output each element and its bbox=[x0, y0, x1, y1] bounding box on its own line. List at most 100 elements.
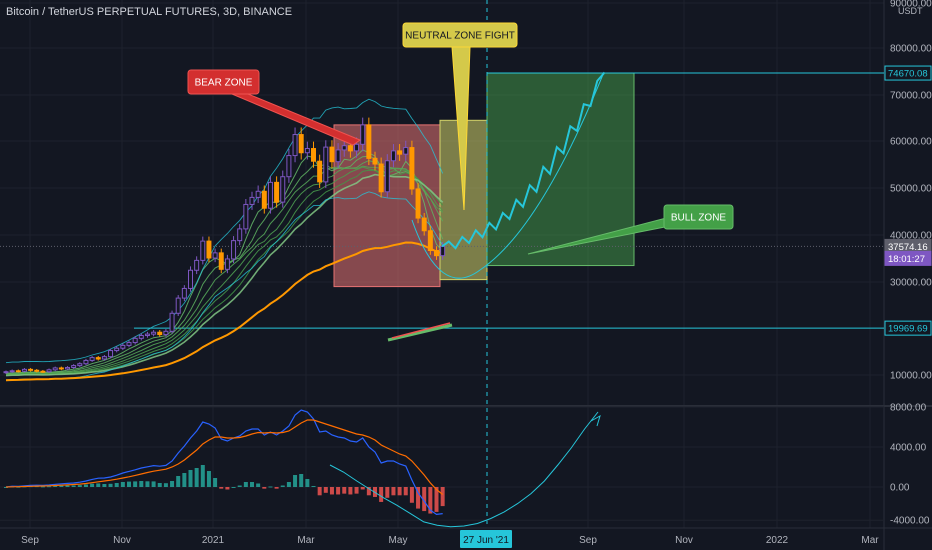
histogram-bar bbox=[336, 487, 341, 495]
histogram-bar bbox=[268, 486, 273, 488]
candle bbox=[317, 160, 323, 183]
price-tag-label: 18:01:27 bbox=[888, 254, 925, 265]
histogram-bar bbox=[206, 471, 211, 487]
histogram-bar bbox=[416, 487, 421, 509]
time-cursor-tag bbox=[460, 530, 512, 548]
candle bbox=[15, 370, 21, 373]
histogram-bar bbox=[237, 485, 242, 487]
histogram-bar bbox=[293, 475, 298, 487]
price-tag-label: 19969.69 bbox=[888, 324, 928, 335]
time-tick-label: 2022 bbox=[766, 535, 789, 546]
time-cursor-label: 27 Jun '21 bbox=[463, 535, 509, 546]
time-tick-label: Sep bbox=[21, 535, 39, 546]
histogram-bar bbox=[391, 487, 396, 496]
candle bbox=[323, 146, 329, 183]
time-tick-label: Sep bbox=[579, 535, 597, 546]
moving-average-line bbox=[5, 241, 444, 382]
candle bbox=[292, 134, 298, 157]
chart-title: Bitcoin / TetherUS PERPETUAL FUTURES, 3D… bbox=[6, 6, 293, 18]
ema-ribbon-line bbox=[5, 165, 444, 375]
candle bbox=[354, 143, 360, 152]
candle bbox=[341, 145, 347, 151]
candle bbox=[255, 190, 261, 198]
candle bbox=[120, 344, 126, 349]
candle bbox=[329, 146, 335, 163]
candle bbox=[360, 124, 366, 145]
price-tick-label: 50000.00 bbox=[890, 184, 932, 195]
histogram-bar bbox=[428, 487, 433, 514]
projection-path bbox=[441, 72, 605, 250]
candle bbox=[108, 350, 114, 358]
candle bbox=[347, 145, 353, 152]
candle bbox=[95, 357, 101, 360]
candle bbox=[9, 370, 15, 373]
candle bbox=[280, 176, 286, 203]
price-tick-label: 10000.00 bbox=[890, 371, 932, 382]
histogram-bar bbox=[262, 487, 267, 489]
histogram-bar bbox=[170, 481, 175, 487]
histogram-bar bbox=[151, 481, 156, 487]
candle bbox=[366, 124, 372, 159]
histogram-bar bbox=[360, 487, 365, 490]
histogram-bar bbox=[409, 487, 414, 503]
price-tick-label: 70000.00 bbox=[890, 91, 932, 102]
candle bbox=[304, 148, 310, 154]
candle bbox=[231, 240, 237, 260]
osc-tick-label: 4000.00 bbox=[890, 443, 927, 454]
candle bbox=[415, 188, 421, 219]
ema-ribbon-line bbox=[5, 173, 444, 377]
time-tick-label: 2021 bbox=[202, 535, 225, 546]
histogram-bar bbox=[120, 482, 125, 487]
histogram-bar bbox=[77, 485, 82, 487]
candle bbox=[409, 147, 415, 190]
zone-box-1 bbox=[333, 124, 441, 288]
histogram-bar bbox=[102, 484, 107, 487]
candle bbox=[77, 363, 83, 367]
candle bbox=[28, 368, 34, 371]
histogram-bar bbox=[83, 484, 88, 487]
candle bbox=[34, 369, 40, 372]
osc-tick-label: 0.00 bbox=[890, 483, 910, 494]
candle bbox=[194, 259, 200, 271]
candle bbox=[311, 148, 316, 162]
histogram-bar bbox=[53, 485, 58, 487]
candle bbox=[151, 331, 157, 335]
osc-projection-arrowhead bbox=[590, 414, 601, 427]
candle bbox=[378, 163, 384, 193]
bull-zone-callout-label: BULL ZONE bbox=[671, 213, 727, 224]
histogram-bar bbox=[231, 487, 236, 488]
time-tick-label: Nov bbox=[113, 535, 131, 546]
neutral-zone-callout-box bbox=[402, 22, 518, 48]
histogram-bar bbox=[59, 485, 64, 487]
histogram-bar bbox=[71, 485, 76, 487]
histogram-bar bbox=[434, 487, 439, 512]
time-tick-label: Mar bbox=[861, 535, 879, 546]
candle bbox=[101, 356, 107, 360]
histogram-bar bbox=[348, 487, 353, 495]
histogram-bar bbox=[379, 487, 384, 502]
histogram-bar bbox=[354, 487, 359, 494]
time-tick-label: Mar bbox=[297, 535, 315, 546]
candle bbox=[421, 217, 427, 232]
candle bbox=[188, 269, 193, 289]
histogram-bar bbox=[225, 487, 230, 490]
candle bbox=[132, 337, 138, 344]
histogram-bar bbox=[299, 474, 304, 487]
histogram-bar bbox=[403, 487, 408, 496]
candle bbox=[427, 230, 433, 252]
histogram-bar bbox=[188, 470, 193, 487]
histogram-bar bbox=[243, 482, 248, 487]
histogram-bar bbox=[219, 487, 224, 489]
projection-curve bbox=[411, 71, 605, 279]
price-tag-label: 74670.08 bbox=[888, 69, 928, 80]
candle bbox=[114, 347, 120, 352]
candle bbox=[163, 330, 169, 336]
trend-arrow-green bbox=[387, 323, 453, 342]
bear-zone-callout-label: BEAR ZONE bbox=[195, 78, 253, 89]
candle bbox=[58, 367, 64, 370]
histogram-bar bbox=[194, 468, 199, 487]
candle bbox=[175, 297, 181, 314]
candle bbox=[224, 258, 230, 270]
